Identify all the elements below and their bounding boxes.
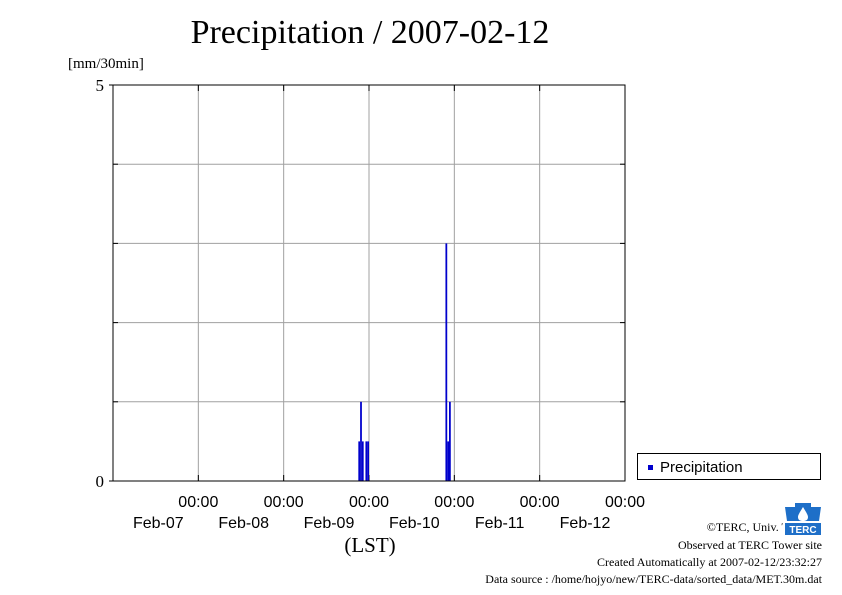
plot-frame xyxy=(112,84,626,482)
x-tick-date-label-5: Feb-12 xyxy=(560,515,611,532)
legend-label: Precipitation xyxy=(660,459,743,476)
logo-text: TERC xyxy=(789,525,816,536)
x-tick-time-label-5: 00:00 xyxy=(605,494,645,511)
x-tick-date-label-1: Feb-08 xyxy=(218,515,269,532)
precipitation-bar-6 xyxy=(447,441,449,481)
x-tick-time-label-3: 00:00 xyxy=(434,494,474,511)
precipitation-bar-3 xyxy=(365,441,368,481)
data-source-text: Data source : /home/hojyo/new/TERC-data/… xyxy=(485,572,822,586)
x-axis-label: (LST) xyxy=(344,533,395,557)
x-tick-time-label-2: 00:00 xyxy=(349,494,389,511)
x-tick-date-label-4: Feb-11 xyxy=(475,515,525,532)
y-tick-label-0: 0 xyxy=(96,472,105,491)
x-tick-date-label-0: Feb-07 xyxy=(133,515,184,532)
chart-title: Precipitation / 2007-02-12 xyxy=(190,14,550,51)
precipitation-bar-1 xyxy=(360,401,362,481)
precipitation-bar-2 xyxy=(361,441,364,481)
x-tick-date-label-3: Feb-10 xyxy=(389,515,440,532)
legend-swatch xyxy=(648,465,653,470)
x-tick-time-label-0: 00:00 xyxy=(178,494,218,511)
y-tick-label-1: 5 xyxy=(96,76,105,95)
precipitation-bar-5 xyxy=(445,243,448,481)
created-text: Created Automatically at 2007-02-12/23:3… xyxy=(597,555,822,569)
x-tick-date-label-2: Feb-09 xyxy=(304,515,355,532)
precipitation-bar-0 xyxy=(358,441,361,481)
precipitation-bar-4 xyxy=(367,441,369,481)
terc-logo-icon: TERC xyxy=(783,503,823,537)
legend: Precipitation xyxy=(637,453,821,480)
precipitation-bar-7 xyxy=(449,401,451,481)
observed-text: Observed at TERC Tower site xyxy=(677,538,822,552)
x-tick-time-label-4: 00:00 xyxy=(520,494,560,511)
x-tick-time-label-1: 00:00 xyxy=(264,494,304,511)
y-axis-unit-label: [mm/30min] xyxy=(68,56,144,72)
